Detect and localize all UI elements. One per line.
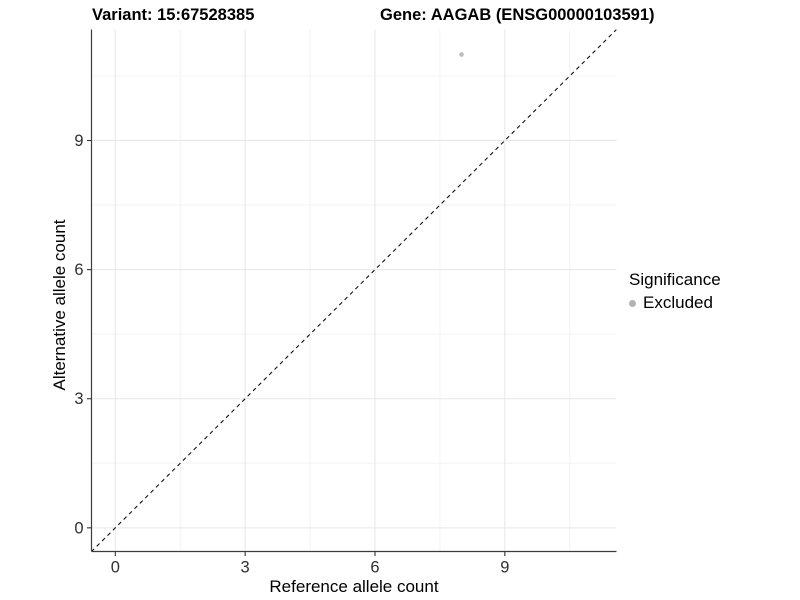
legend-item-excluded: Excluded (629, 293, 721, 313)
identity-dashed-line (91, 29, 617, 552)
legend: Significance Excluded (629, 270, 721, 313)
legend-item-label: Excluded (643, 293, 713, 312)
x-axis-title: Reference allele count (269, 577, 439, 596)
x-tick-label: 6 (370, 559, 379, 577)
excluded-point-key-icon (629, 299, 636, 307)
y-tick-label: 3 (74, 390, 83, 408)
legend-title: Significance (629, 270, 721, 289)
x-tick-label: 3 (241, 559, 250, 577)
y-tick-label: 0 (74, 519, 83, 537)
gene-title: Gene: AAGAB (ENSG00000103591) (380, 6, 655, 24)
data-point-excluded (459, 52, 464, 57)
x-tick-label: 0 (111, 559, 120, 577)
y-axis-title: Alternative allele count (50, 219, 69, 391)
x-tick-label: 9 (500, 559, 509, 577)
y-tick-label: 9 (74, 132, 83, 150)
y-tick-label: 6 (74, 261, 83, 279)
variant-title: Variant: 15:67528385 (92, 6, 255, 24)
